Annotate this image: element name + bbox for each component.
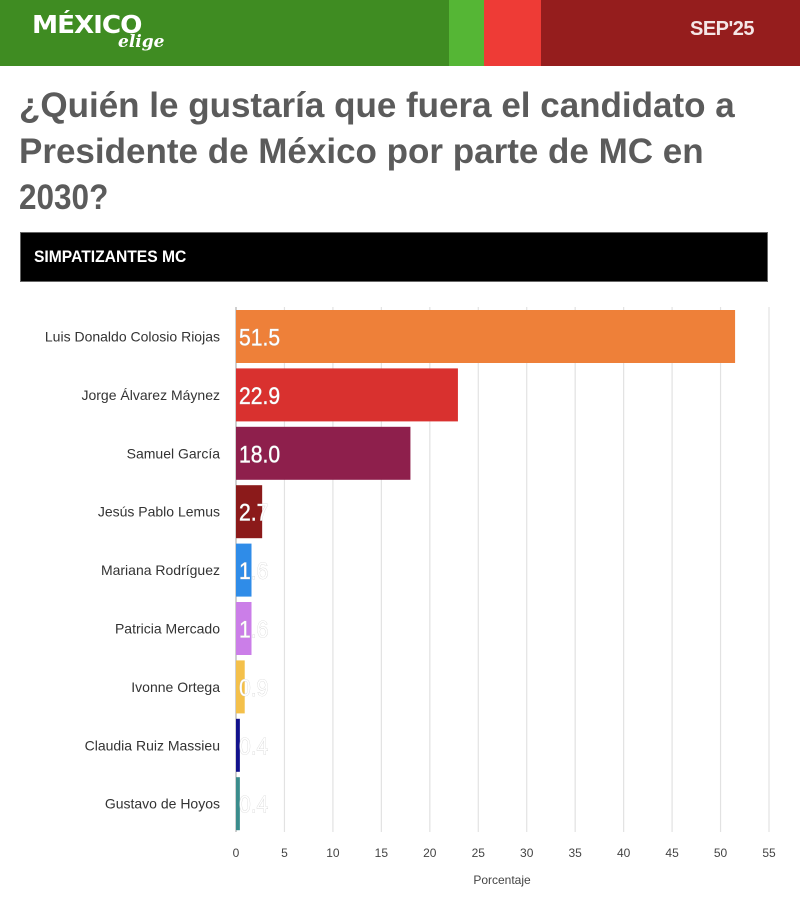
- survey-date: SEP'25: [690, 18, 755, 40]
- value-label: 0.9: [239, 675, 268, 702]
- x-tick-label: 15: [375, 846, 389, 860]
- bar: [236, 602, 252, 655]
- value-label: 0.4: [239, 733, 268, 760]
- x-tick-label: 5: [281, 846, 288, 860]
- bar: [236, 718, 240, 772]
- header-segment-dark-red: [541, 0, 800, 66]
- x-tick-label: 30: [520, 846, 534, 860]
- bar: [236, 777, 240, 831]
- bar: [236, 426, 411, 480]
- category-label: Jorge Álvarez Máynez: [81, 387, 220, 403]
- category-label: Claudia Ruiz Massieu: [85, 737, 220, 753]
- header-segment-green: [0, 0, 449, 66]
- x-tick-label: 55: [762, 846, 776, 860]
- category-label: Luis Donaldo Colosio Riojas: [45, 329, 220, 345]
- bar: [236, 543, 252, 597]
- category-labels: Luis Donaldo Colosio Riojas Jorge Álvarez…: [45, 329, 220, 812]
- title-line-2: Presidente de México por parte de MC en: [19, 132, 704, 171]
- bar: [236, 310, 736, 363]
- value-label: 18.0: [239, 441, 280, 468]
- x-tick-label: 40: [617, 846, 631, 860]
- category-label: Samuel García: [127, 445, 221, 461]
- x-tick-label: 0: [233, 846, 240, 860]
- bars: [236, 310, 736, 831]
- x-tick-label: 25: [472, 846, 486, 860]
- logo-main-text: MÉXICO: [32, 10, 142, 39]
- value-label: 2.7: [239, 499, 268, 526]
- value-label: 22.9: [239, 383, 280, 410]
- category-label: Ivonne Ortega: [131, 679, 220, 695]
- value-label: 0.4: [239, 791, 268, 818]
- title-line-1: ¿Quién le gustaría que fuera el candidat…: [19, 86, 735, 125]
- value-labels: 51.5 22.9 18.0 2.7 1.6 1.6 0.9 0.4 0.4: [239, 324, 281, 818]
- category-label: Jesús Pablo Lemus: [98, 504, 220, 520]
- header-segment-red: [484, 0, 541, 66]
- x-axis-ticks: 0 5 10 15 20 25 30 35 40 45 50 55: [233, 846, 776, 860]
- value-label: 1.6: [239, 558, 268, 585]
- x-tick-label: 20: [423, 846, 437, 860]
- segment-label: SIMPATIZANTES MC: [34, 247, 187, 266]
- bar: [236, 660, 245, 714]
- category-label: Gustavo de Hoyos: [105, 796, 220, 812]
- value-label: 51.5: [239, 324, 280, 351]
- category-label: Mariana Rodríguez: [101, 562, 220, 578]
- x-tick-label: 35: [569, 846, 583, 860]
- x-tick-label: 50: [714, 846, 728, 860]
- header-banner: MÉXICO elige SEP'25: [0, 0, 800, 66]
- x-tick-label: 45: [665, 846, 679, 860]
- header-segment-light-green: [449, 0, 484, 66]
- mexico-elige-logo: MÉXICO elige: [32, 6, 172, 58]
- title-line-3: 2030?: [19, 178, 109, 217]
- x-tick-label: 10: [326, 846, 340, 860]
- bar: [236, 485, 263, 539]
- value-label: 1.6: [239, 616, 268, 643]
- logo-sub-text: elige: [118, 32, 165, 52]
- bar: [236, 368, 458, 422]
- category-label: Patricia Mercado: [115, 621, 220, 637]
- segment-banner: SIMPATIZANTES MC: [20, 232, 768, 282]
- x-axis-title: Porcentaje: [473, 873, 531, 887]
